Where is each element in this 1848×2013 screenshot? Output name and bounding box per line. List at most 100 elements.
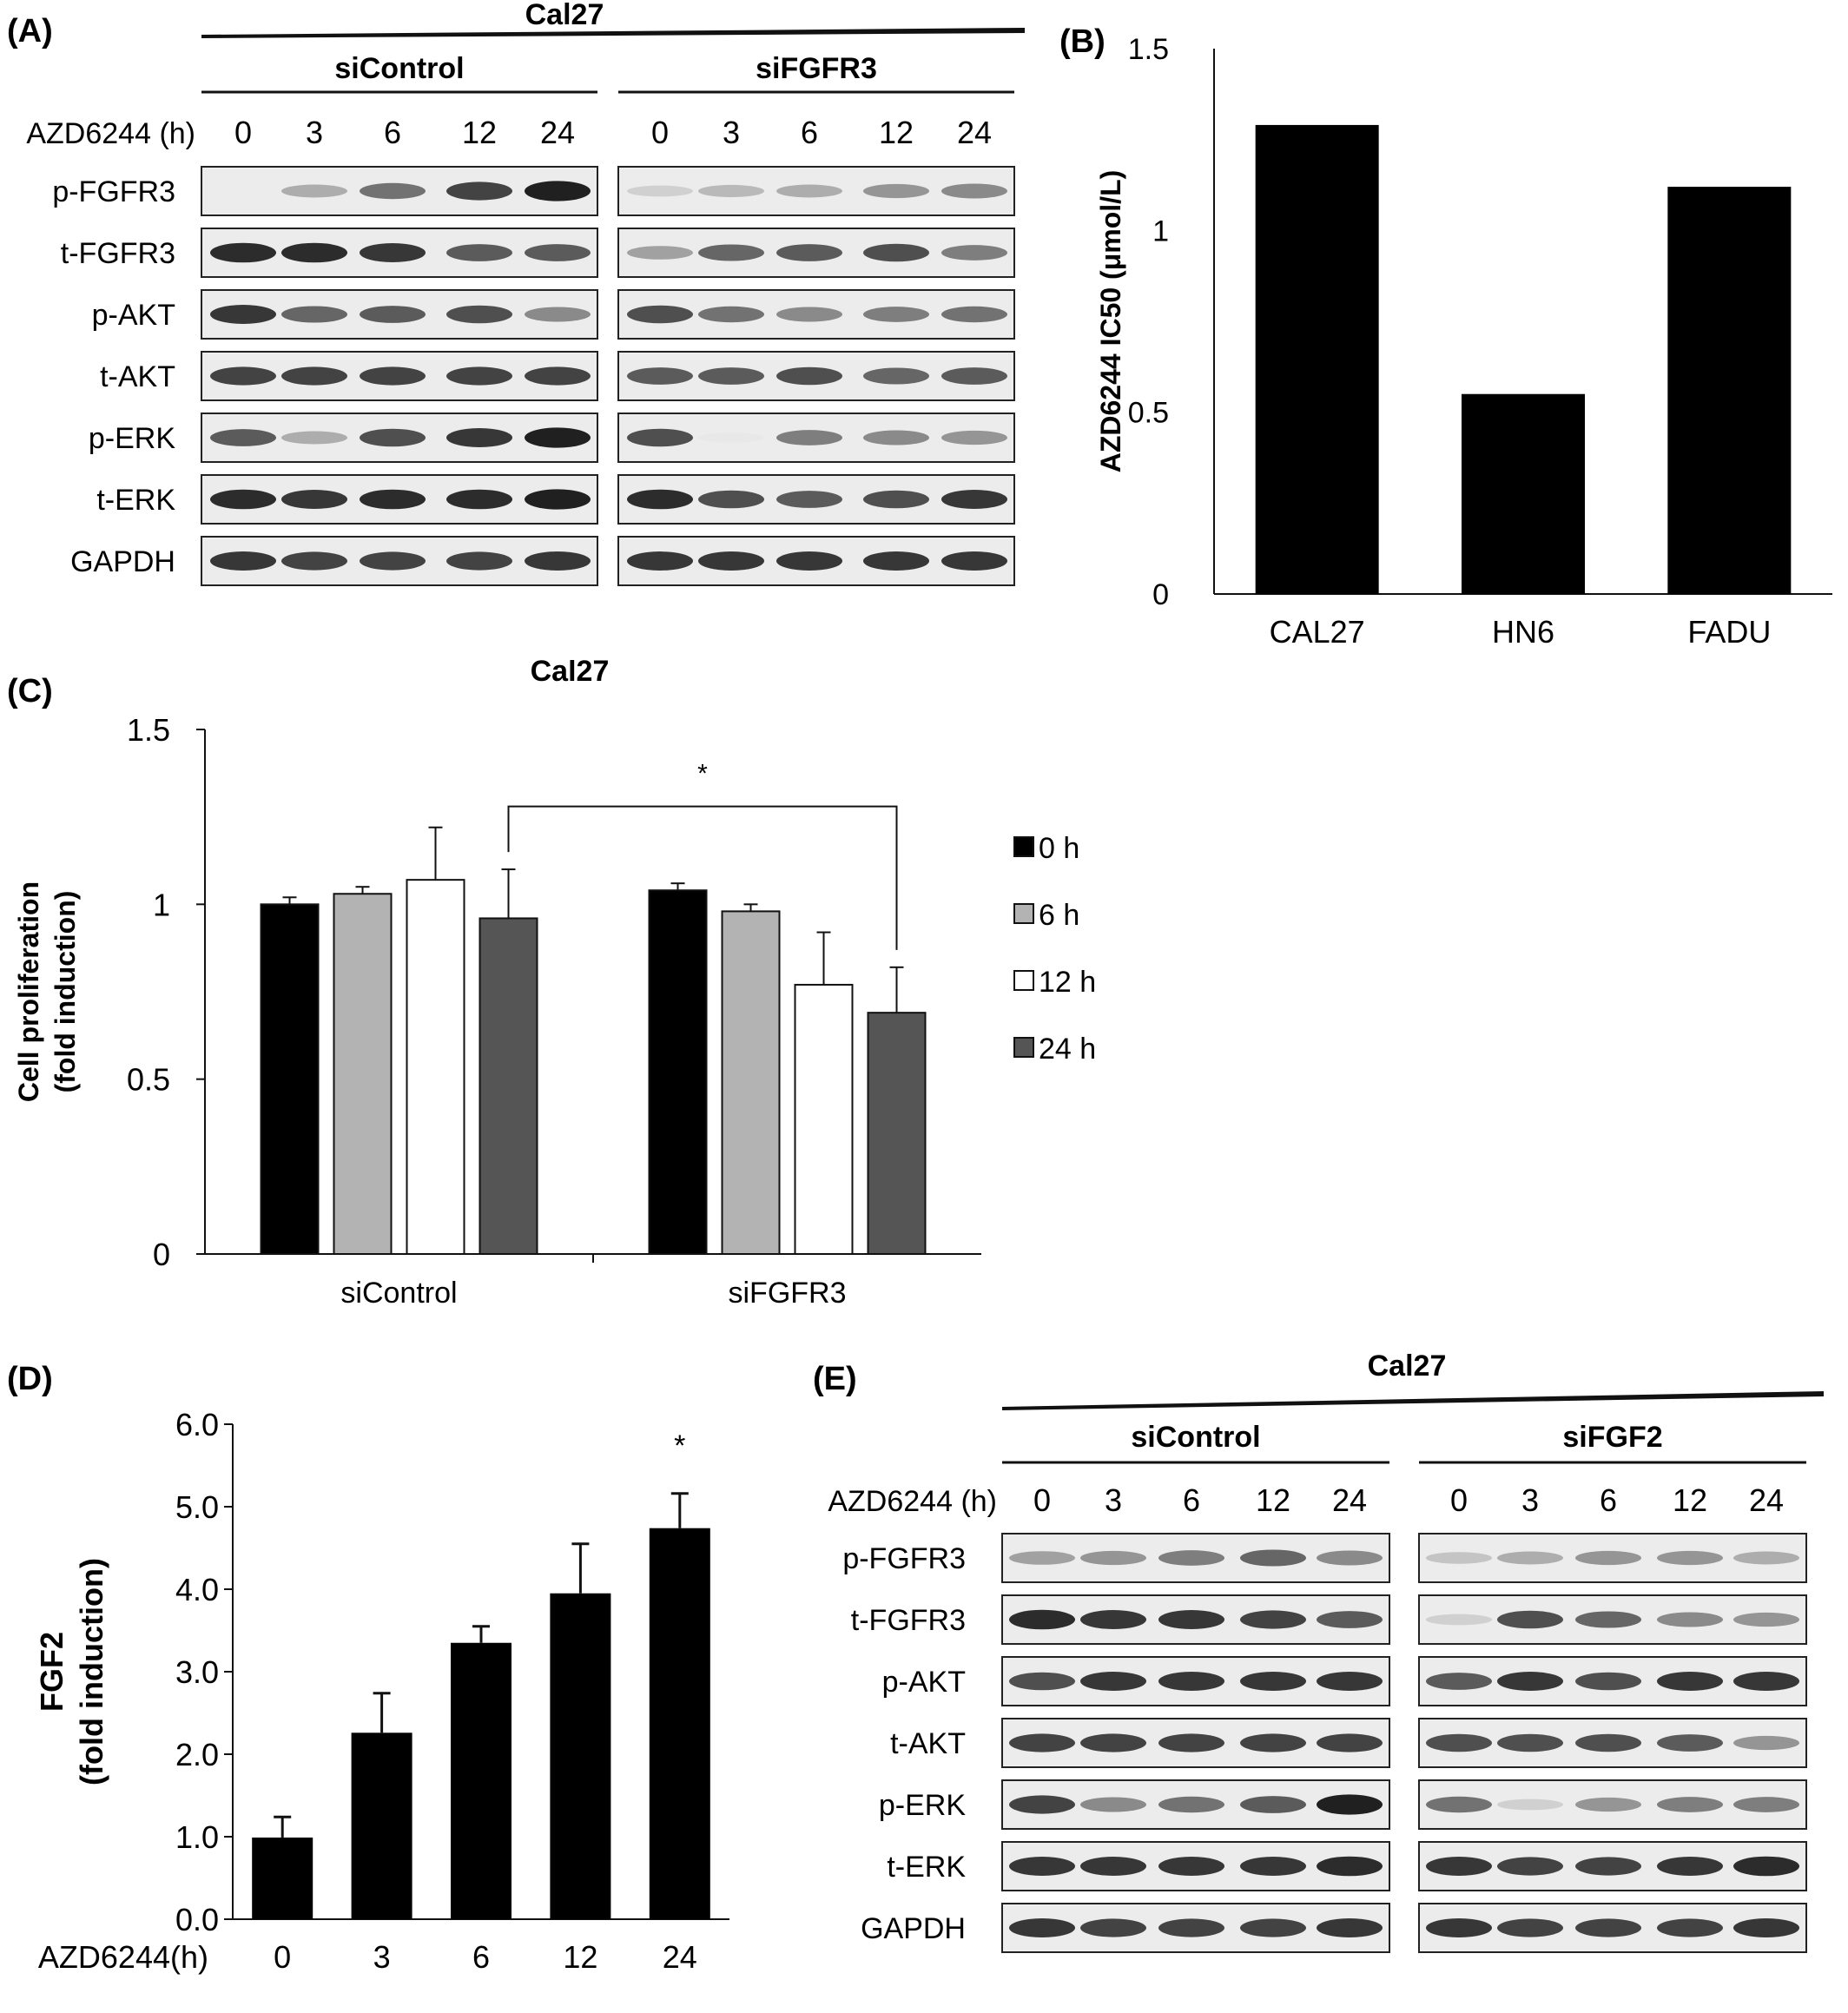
bar [260, 903, 320, 1255]
blot-band [446, 551, 512, 571]
blot-band [281, 366, 347, 386]
blot-band [1657, 1672, 1723, 1691]
significance-marker: * [674, 1429, 685, 1462]
legend-swatch [1013, 1037, 1034, 1058]
blot-band [1009, 1918, 1075, 1937]
blot-band [863, 551, 929, 571]
x-tick-label: 24 [663, 1939, 697, 1975]
blot-band [627, 367, 693, 385]
group-label: siControl [334, 52, 464, 85]
blot-band [776, 307, 842, 322]
blot-band [1317, 1611, 1383, 1628]
blot-band [1426, 1614, 1492, 1626]
y-axis-title: FGF2 [34, 1632, 69, 1712]
blot-band [525, 551, 591, 571]
blot-band [627, 305, 693, 324]
blot-label: t-ERK [887, 1851, 966, 1884]
bar [721, 910, 781, 1255]
blot-label: p-ERK [89, 422, 175, 455]
blot-band [863, 490, 929, 509]
blot-band [210, 429, 276, 446]
blot-band [863, 183, 929, 199]
y-axis-title: (fold induction) [50, 891, 81, 1093]
blot-band [1080, 1797, 1146, 1812]
blot-band [210, 305, 276, 324]
blot-label: t-AKT [890, 1727, 966, 1760]
blot-band [941, 367, 1007, 385]
time-label: 3 [306, 115, 323, 150]
x-tick-label: HN6 [1492, 614, 1554, 650]
blot-band [525, 307, 591, 322]
x-tick-label: siControl [340, 1277, 457, 1310]
blot-band [1426, 1673, 1492, 1690]
blot-band [1657, 1734, 1723, 1752]
blot-band [1657, 1857, 1723, 1876]
blot-band [1240, 1918, 1306, 1937]
blot-band [1158, 1672, 1224, 1691]
legend-label: 24 h [1039, 1033, 1096, 1066]
blot-band [1080, 1550, 1146, 1566]
y-axis-title: AZD6244 IC50 (μmol/L) [1095, 170, 1126, 473]
y-tick-label: 0.5 [1128, 397, 1169, 430]
bar [550, 1593, 611, 1919]
blot-band [1575, 1857, 1641, 1876]
blot-band [1009, 1609, 1075, 1630]
time-label: 12 [879, 115, 914, 150]
chart-title: Cal27 [531, 660, 610, 688]
blot-band [627, 428, 693, 447]
blot-band [1080, 1610, 1146, 1629]
blot-band [1497, 1857, 1563, 1876]
legend-swatch [1013, 903, 1034, 924]
blot-band [941, 245, 1007, 261]
y-tick-label: 2.0 [175, 1737, 219, 1772]
blot-label: t-FGFR3 [61, 237, 175, 270]
blot-band [281, 242, 347, 263]
blot-band [776, 366, 842, 386]
time-label: 3 [1521, 1482, 1539, 1518]
blot-band [1317, 1550, 1383, 1566]
blot-band [776, 551, 842, 571]
group-label: siControl [1131, 1421, 1260, 1454]
blot-band [1009, 1733, 1075, 1752]
bar [478, 917, 538, 1255]
blot-band [1009, 1551, 1075, 1565]
blot-band [1317, 1856, 1383, 1877]
blot-band [1497, 1672, 1563, 1691]
panel-b: (B) 0 0.5 1 1.5 CAL27 HN6 FADU AZD6244 IC50 (μmo… [1042, 0, 1848, 660]
blot-label: GAPDH [70, 545, 175, 578]
blot-band [281, 551, 347, 571]
blot-band [1575, 1918, 1641, 1937]
blot-band [1497, 1610, 1563, 1629]
blot-band [863, 243, 929, 262]
blot-band [1158, 1610, 1224, 1629]
group-label: siFGFR3 [756, 52, 877, 85]
blot-band [1575, 1797, 1641, 1812]
blot-band [776, 244, 842, 261]
y-tick-label: 1.0 [175, 1819, 219, 1855]
blot-band [1080, 1672, 1146, 1691]
panel-label: (C) [7, 673, 53, 710]
x-axis-title: AZD6244(h) [38, 1939, 208, 1975]
blot-band [360, 551, 426, 571]
bar [406, 879, 465, 1255]
x-tick-label: 3 [373, 1939, 391, 1975]
significance-marker: * [697, 760, 708, 789]
blot-band [210, 489, 276, 510]
blot-band [1733, 1672, 1799, 1691]
blot-band [281, 431, 347, 445]
blot-band [627, 185, 693, 197]
bar [333, 893, 393, 1255]
blot-band [1080, 1918, 1146, 1937]
cell-line-label: Cal27 [525, 0, 604, 31]
blot-label: t-FGFR3 [851, 1604, 966, 1637]
blot-band [525, 244, 591, 261]
blot-band [941, 551, 1007, 571]
blot-band [1657, 1550, 1723, 1566]
blot-band [1240, 1796, 1306, 1813]
bar [1462, 393, 1585, 594]
blot-band [1009, 1672, 1075, 1691]
bar [451, 1642, 512, 1919]
blot-band [1575, 1611, 1641, 1628]
panel-b-svg: (B) 0 0.5 1 1.5 CAL27 HN6 FADU AZD6244 IC50 (μmo… [1059, 23, 1832, 650]
y-tick-label: 0 [1152, 578, 1169, 611]
